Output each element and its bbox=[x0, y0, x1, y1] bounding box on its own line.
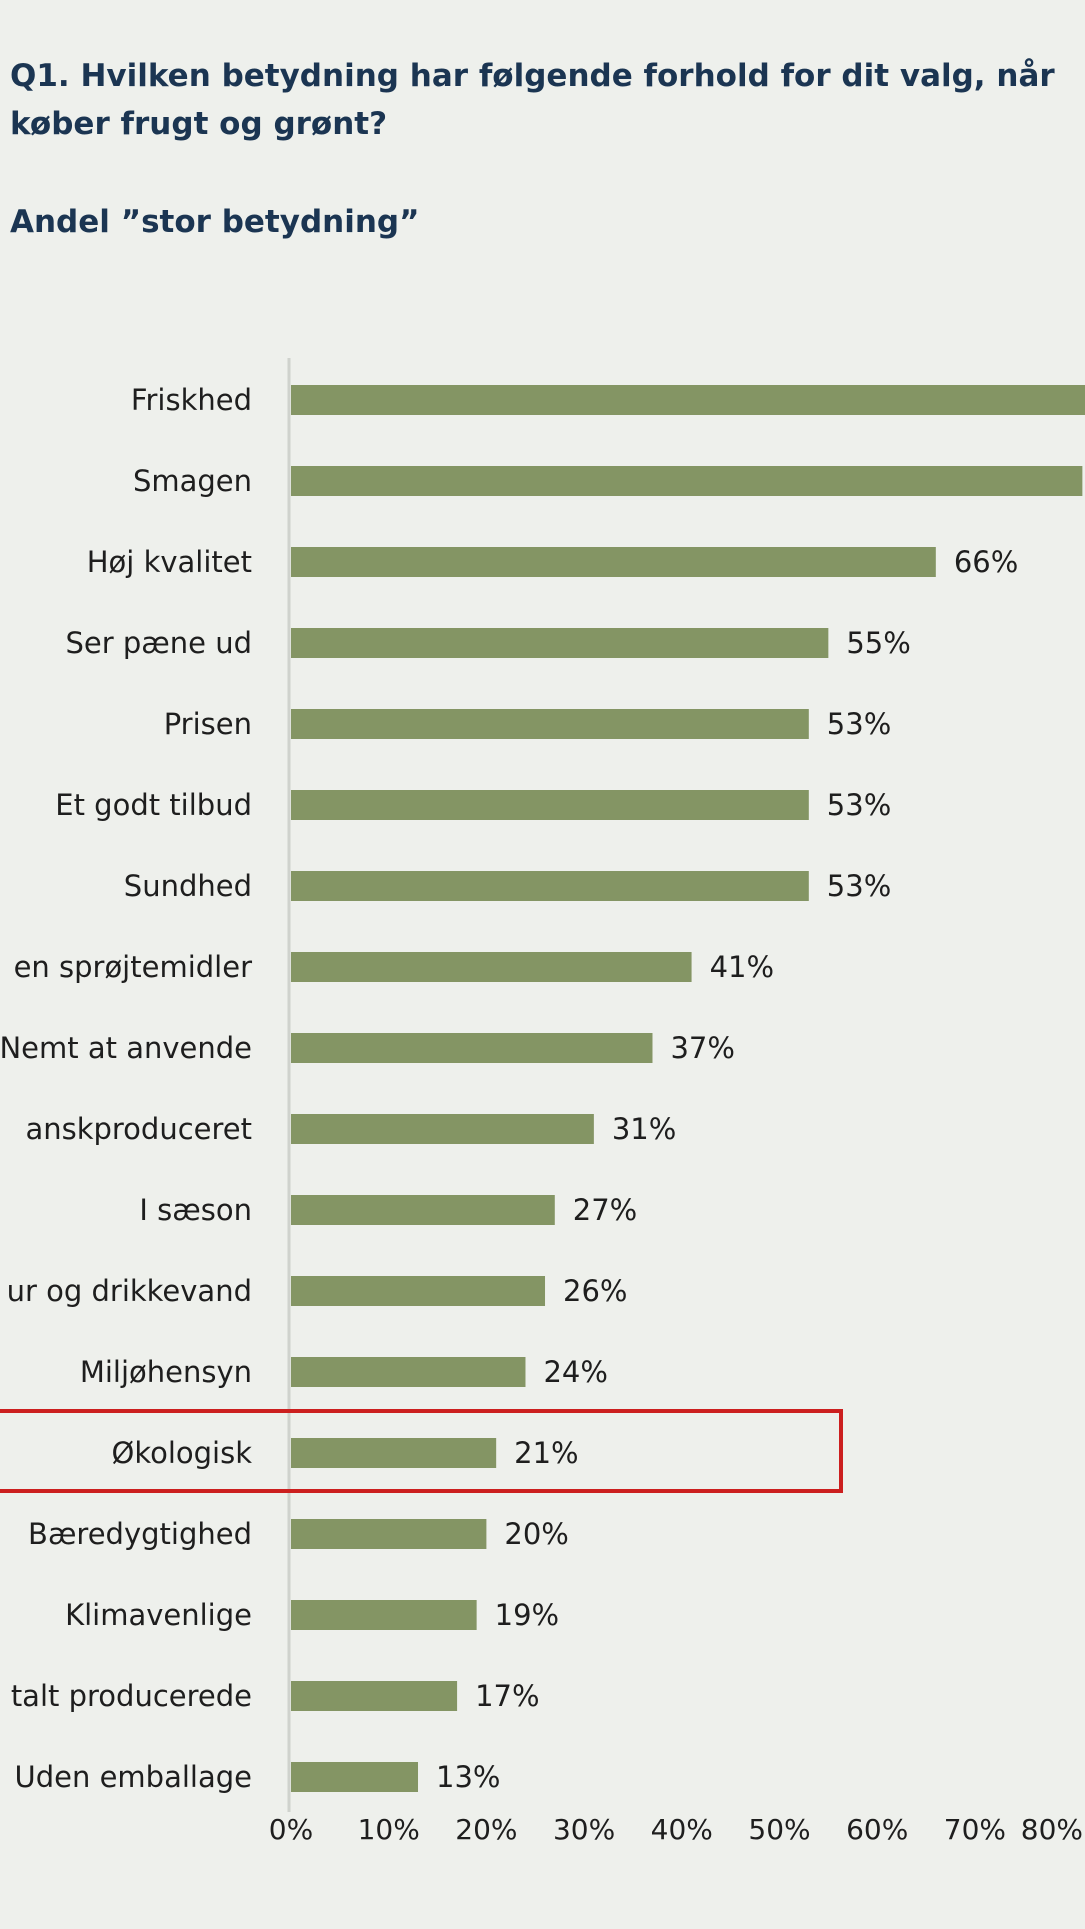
highlight-box bbox=[0, 1409, 843, 1493]
category-label-bæredygtighed: Bæredygtighed bbox=[28, 1517, 252, 1551]
bar-uden-emballage bbox=[291, 1762, 419, 1792]
bar-friskhed bbox=[291, 385, 1085, 415]
x-tick-label: 30% bbox=[553, 1813, 615, 1846]
x-tick-label: 40% bbox=[651, 1813, 713, 1846]
bar-høj-kvalitet bbox=[291, 547, 936, 577]
chart-title: Q1. Hvilken betydning har følgende forho… bbox=[10, 58, 1055, 142]
category-label-økologisk: Økologisk bbox=[112, 1436, 253, 1470]
x-tick-label: 70% bbox=[944, 1813, 1006, 1846]
highlight-group bbox=[0, 1409, 843, 1493]
x-tick-label: 0% bbox=[269, 1813, 313, 1846]
category-label-høj-kvalitet: Høj kvalitet bbox=[87, 545, 252, 579]
category-label-nemt-at-anvende: Nemt at anvende bbox=[0, 1031, 252, 1065]
category-label-uden-emballage: Uden emballage bbox=[15, 1760, 252, 1794]
x-tick-labels: 0% 10% 20% 30% 40% 50% 60% 70% 80% bbox=[269, 1813, 1083, 1846]
category-label-miljøhensyn: Miljøhensyn bbox=[80, 1355, 252, 1389]
category-label-klimavenlige: Klimavenlige bbox=[65, 1598, 252, 1632]
value-label-uden-emballage: 13% bbox=[436, 1760, 500, 1794]
bar-økologisk bbox=[291, 1438, 497, 1468]
value-label-bæredygtighed: 20% bbox=[504, 1517, 568, 1551]
category-label-friskhed: Friskhed bbox=[131, 383, 252, 417]
category-label-et-godt-tilbud: Et godt tilbud bbox=[55, 788, 252, 822]
category-label-ur-og-drikkevand: ur og drikkevand bbox=[7, 1274, 252, 1308]
value-label-økologisk: 21% bbox=[514, 1436, 578, 1470]
bar-i-sæson bbox=[291, 1195, 555, 1225]
value-label-sundhed: 53% bbox=[827, 869, 891, 903]
category-label-prisen: Prisen bbox=[164, 707, 252, 741]
bar-talt-producerede bbox=[291, 1681, 458, 1711]
value-labels: 66% 55% 53% 53% 53% 41% 37% 31% 27% 26% 24% 21% 20% 1… bbox=[436, 545, 1018, 1794]
chart-subtitle: Andel ”stor betydning” bbox=[10, 204, 420, 240]
value-label-talt-producerede: 17% bbox=[475, 1679, 539, 1713]
bar-nemt-at-anvende bbox=[291, 1033, 653, 1063]
category-label-i-sæson: I sæson bbox=[139, 1193, 252, 1227]
value-label-ur-og-drikkevand: 26% bbox=[563, 1274, 627, 1308]
category-label-talt-producerede: talt producerede bbox=[11, 1679, 252, 1713]
value-label-prisen: 53% bbox=[827, 707, 891, 741]
category-label-sundhed: Sundhed bbox=[124, 869, 252, 903]
category-labels: Friskhed Smagen Høj kvalitet Ser pæne ud Pri… bbox=[0, 383, 252, 1794]
value-label-anskproduceret: 31% bbox=[612, 1112, 676, 1146]
value-label-en-sprøjtemidler: 41% bbox=[710, 950, 774, 984]
bar-smagen bbox=[291, 466, 1083, 496]
value-label-miljøhensyn: 24% bbox=[543, 1355, 607, 1389]
category-label-anskproduceret: anskproduceret bbox=[25, 1112, 252, 1146]
bar-ur-og-drikkevand bbox=[291, 1276, 546, 1306]
x-tick-label: 60% bbox=[846, 1813, 908, 1846]
value-label-ser-pæne-ud: 55% bbox=[846, 626, 910, 660]
x-tick-label: 50% bbox=[748, 1813, 810, 1846]
x-tick-label: 10% bbox=[358, 1813, 420, 1846]
bars bbox=[291, 385, 1085, 1792]
bar-en-sprøjtemidler bbox=[291, 952, 692, 982]
value-label-nemt-at-anvende: 37% bbox=[670, 1031, 734, 1065]
bar-bæredygtighed bbox=[291, 1519, 487, 1549]
bar-sundhed bbox=[291, 871, 809, 901]
bar-ser-pæne-ud bbox=[291, 628, 829, 658]
category-label-smagen: Smagen bbox=[133, 464, 252, 498]
bar-prisen bbox=[291, 709, 809, 739]
bar-et-godt-tilbud bbox=[291, 790, 809, 820]
category-label-ser-pæne-ud: Ser pæne ud bbox=[65, 626, 252, 660]
x-tick-label: 80% bbox=[1021, 1813, 1083, 1846]
bar-miljøhensyn bbox=[291, 1357, 526, 1387]
value-label-i-sæson: 27% bbox=[573, 1193, 637, 1227]
value-label-et-godt-tilbud: 53% bbox=[827, 788, 891, 822]
bar-klimavenlige bbox=[291, 1600, 477, 1630]
bar-anskproduceret bbox=[291, 1114, 594, 1144]
x-tick-label: 20% bbox=[455, 1813, 517, 1846]
value-label-klimavenlige: 19% bbox=[495, 1598, 559, 1632]
category-label-en-sprøjtemidler: en sprøjtemidler bbox=[14, 950, 253, 984]
value-label-høj-kvalitet: 66% bbox=[954, 545, 1018, 579]
